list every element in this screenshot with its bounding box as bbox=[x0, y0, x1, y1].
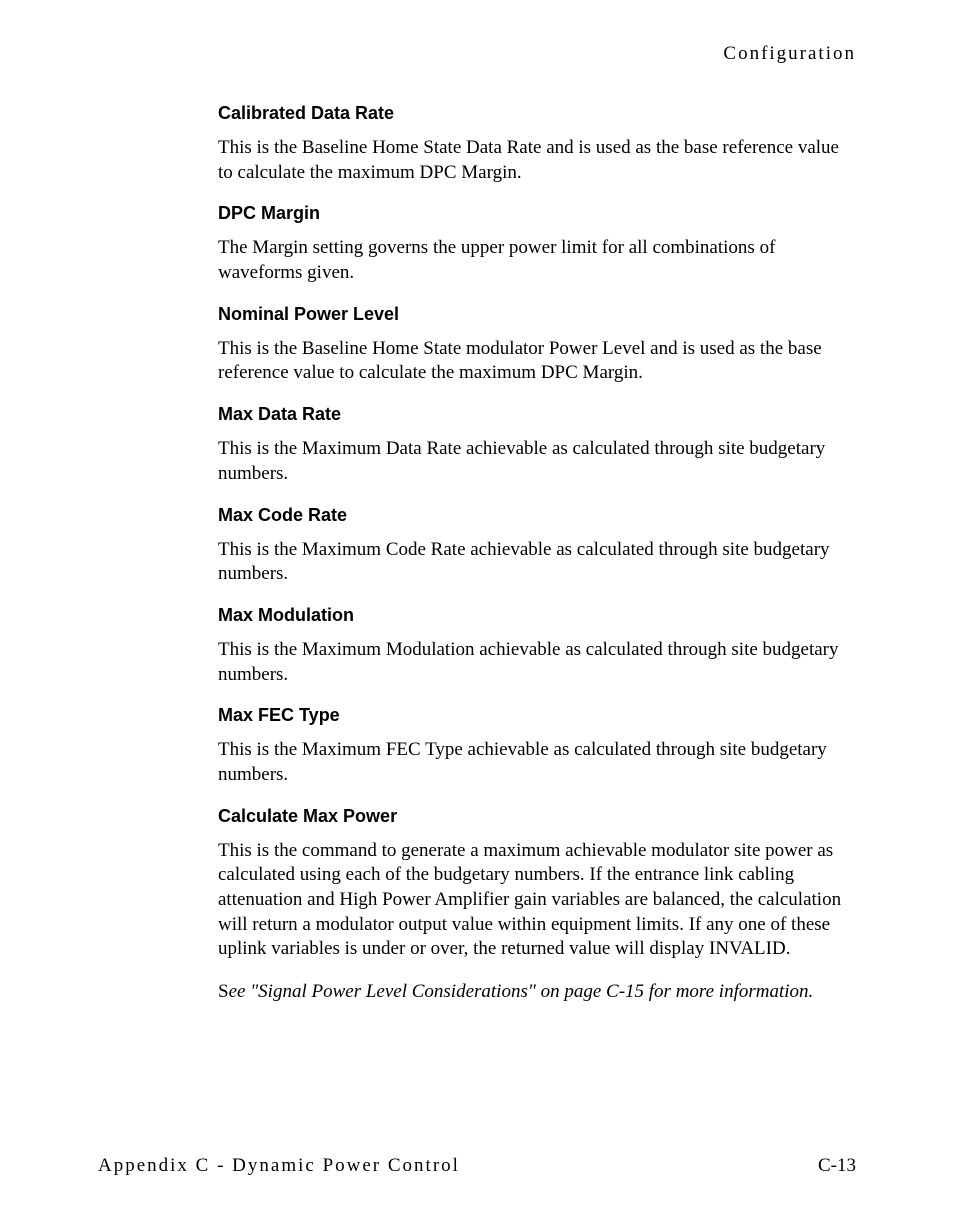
footer-right: C-13 bbox=[818, 1155, 856, 1177]
section-calculate-max-power: Calculate Max Power This is the command … bbox=[218, 806, 856, 1005]
section-heading: Calibrated Data Rate bbox=[218, 103, 856, 124]
page-header: Configuration bbox=[218, 43, 856, 65]
section-heading: Max Modulation bbox=[218, 605, 856, 626]
section-heading: Max FEC Type bbox=[218, 705, 856, 726]
section-nominal-power-level: Nominal Power Level This is the Baseline… bbox=[218, 304, 856, 386]
reference-prefix: S bbox=[218, 981, 229, 1002]
section-body: This is the command to generate a maximu… bbox=[218, 839, 856, 962]
section-heading: Calculate Max Power bbox=[218, 806, 856, 827]
section-max-code-rate: Max Code Rate This is the Maximum Code R… bbox=[218, 505, 856, 587]
section-body: This is the Maximum Code Rate achievable… bbox=[218, 538, 856, 587]
section-body: This is the Baseline Home State Data Rat… bbox=[218, 136, 856, 185]
section-heading: DPC Margin bbox=[218, 203, 856, 224]
section-calibrated-data-rate: Calibrated Data Rate This is the Baselin… bbox=[218, 103, 856, 185]
reference-text: See "Signal Power Level Considerations" … bbox=[218, 980, 856, 1005]
section-body: This is the Maximum Data Rate achievable… bbox=[218, 437, 856, 486]
section-heading: Max Data Rate bbox=[218, 404, 856, 425]
section-body: This is the Maximum Modulation achievabl… bbox=[218, 638, 856, 687]
section-max-fec-type: Max FEC Type This is the Maximum FEC Typ… bbox=[218, 705, 856, 787]
reference-italic: ee "Signal Power Level Considerations" o… bbox=[229, 981, 814, 1002]
section-heading: Max Code Rate bbox=[218, 505, 856, 526]
section-body: The Margin setting governs the upper pow… bbox=[218, 236, 856, 285]
section-max-modulation: Max Modulation This is the Maximum Modul… bbox=[218, 605, 856, 687]
section-body: This is the Maximum FEC Type achievable … bbox=[218, 738, 856, 787]
section-heading: Nominal Power Level bbox=[218, 304, 856, 325]
page-footer: Appendix C - Dynamic Power Control C-13 bbox=[98, 1155, 856, 1177]
section-max-data-rate: Max Data Rate This is the Maximum Data R… bbox=[218, 404, 856, 486]
header-title: Configuration bbox=[723, 43, 856, 64]
section-body: This is the Baseline Home State modulato… bbox=[218, 337, 856, 386]
footer-left: Appendix C - Dynamic Power Control bbox=[98, 1155, 460, 1177]
section-dpc-margin: DPC Margin The Margin setting governs th… bbox=[218, 203, 856, 285]
